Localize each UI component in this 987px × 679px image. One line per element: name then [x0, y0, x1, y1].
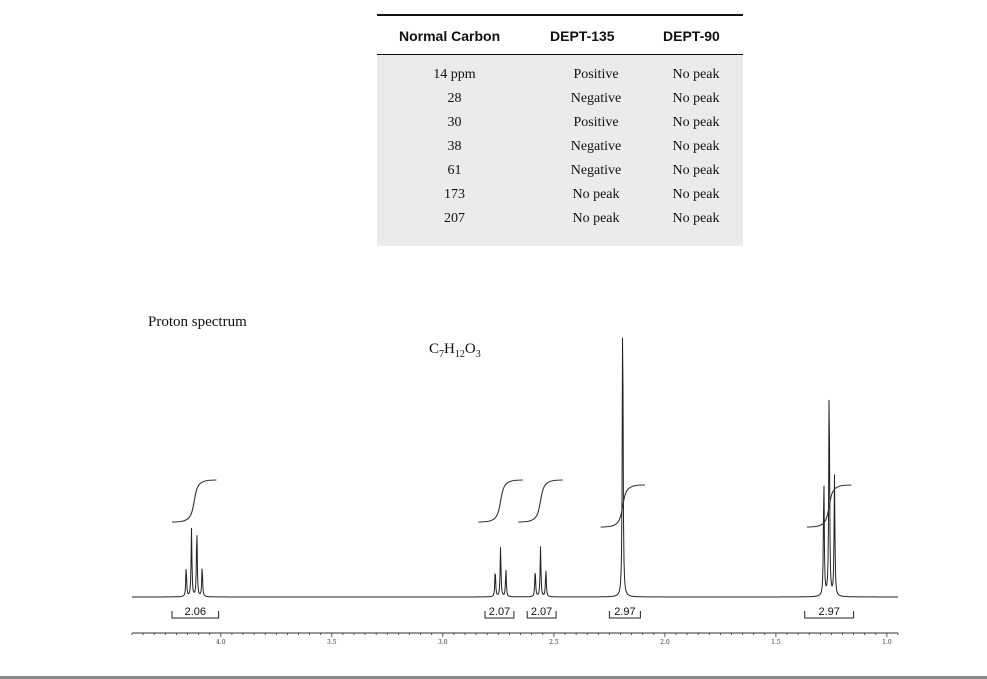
cell-dept-135: No peak	[572, 211, 620, 226]
cell-dept-135: Positive	[573, 115, 619, 130]
cell-dept-90: No peak	[672, 91, 720, 106]
integration-label: 2.07	[531, 606, 552, 618]
integration-bracket	[804, 611, 855, 619]
integration-label: 2.07	[489, 606, 510, 618]
integration-bracket	[484, 611, 515, 619]
integral-curve	[600, 484, 645, 528]
table-row: 38 Negative No peak	[377, 135, 743, 159]
formula-h: H	[444, 341, 455, 357]
header-dept-135: DEPT-135	[550, 28, 615, 44]
table-header-rule	[377, 54, 743, 55]
cell-shift: 30	[447, 115, 462, 130]
cell-dept-90: No peak	[672, 163, 720, 178]
formula-o: O	[464, 341, 476, 357]
cell-shift: 14 ppm	[433, 67, 476, 82]
cell-shift: 28	[447, 91, 462, 106]
spectrum-title: Proton spectrum	[148, 314, 247, 330]
table-row: 207 No peak No peak	[377, 207, 743, 231]
integration-label: 2.97	[818, 606, 839, 618]
table-row: 30 Positive No peak	[377, 111, 743, 135]
dept-table: Normal Carbon DEPT-135 DEPT-90 14 ppm Po…	[377, 14, 743, 246]
x-tick-label: 2.5	[549, 639, 559, 646]
integral-curve	[171, 479, 217, 523]
formula-h-count: 12	[454, 349, 465, 360]
page-bottom-rule	[0, 676, 987, 679]
integration-brackets: 2.06 2.07 2.07 2.97 2.97	[171, 606, 855, 619]
cell-shift: 207	[444, 211, 465, 226]
spectrum-trace	[132, 337, 898, 598]
integration-label: 2.97	[614, 606, 635, 618]
cell-shift: 61	[447, 163, 462, 178]
cell-dept-135: Negative	[570, 91, 622, 106]
formula-o-count: 3	[475, 349, 481, 360]
header-dept-90: DEPT-90	[663, 28, 720, 44]
table-top-rule	[377, 14, 743, 16]
cell-dept-135: Positive	[573, 67, 619, 82]
integral-curve	[518, 479, 563, 523]
formula-c-count: 7	[439, 349, 445, 360]
cell-dept-90: No peak	[672, 187, 720, 202]
x-tick-label: 3.5	[327, 639, 337, 646]
integration-bracket	[608, 611, 641, 619]
integral-curve	[806, 484, 852, 528]
table-header: Normal Carbon DEPT-135 DEPT-90	[377, 16, 743, 54]
x-tick-label: 4.0	[216, 639, 226, 646]
molecular-formula: C7H12O3	[429, 341, 481, 360]
integration-bracket	[171, 611, 220, 619]
cell-dept-135: No peak	[572, 187, 620, 202]
cell-dept-90: No peak	[672, 139, 720, 154]
integral-curve	[478, 479, 523, 523]
x-tick-label: 3.0	[438, 639, 448, 646]
cell-dept-135: Negative	[570, 139, 622, 154]
cell-dept-90: No peak	[672, 115, 720, 130]
cell-dept-90: No peak	[672, 211, 720, 226]
x-tick-label: 1.5	[771, 639, 781, 646]
header-normal-carbon: Normal Carbon	[399, 28, 501, 44]
table-row: 61 Negative No peak	[377, 159, 743, 183]
integration-bracket	[526, 611, 557, 619]
x-tick-label: 2.0	[660, 639, 670, 646]
cell-dept-135: Negative	[570, 163, 622, 178]
table-body: 14 ppm Positive No peak 28 Negative No p…	[377, 55, 743, 246]
cell-shift: 173	[444, 187, 465, 202]
x-tick-label: 1.0	[882, 639, 892, 646]
formula-c: C	[429, 341, 440, 357]
integral-curves	[171, 479, 852, 528]
integration-label: 2.06	[185, 606, 206, 618]
spectrum-trace-layer	[132, 337, 898, 598]
table-row: 173 No peak No peak	[377, 183, 743, 207]
cell-shift: 38	[447, 139, 462, 154]
cell-dept-90: No peak	[672, 67, 720, 82]
table-row: 14 ppm Positive No peak	[377, 63, 743, 87]
x-axis: 4.0 3.5 3.0 2.5 2.0 1.5 1.0	[131, 632, 899, 646]
table-row: 28 Negative No peak	[377, 87, 743, 111]
